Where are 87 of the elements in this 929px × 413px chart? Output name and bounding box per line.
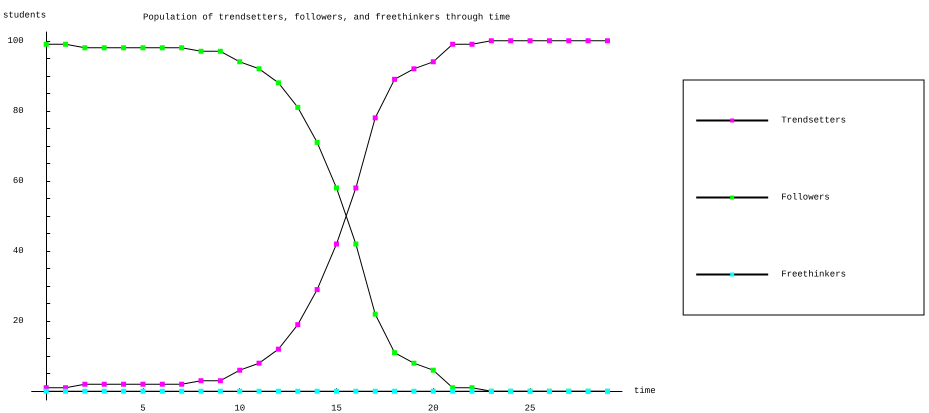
point	[160, 45, 165, 50]
point	[392, 388, 398, 394]
point	[353, 242, 358, 247]
point	[450, 42, 456, 47]
point	[256, 66, 262, 72]
text: Followers	[781, 192, 830, 202]
point	[218, 378, 223, 384]
x-tick-label: 10	[234, 404, 246, 413]
y-tick-label: 40	[12, 246, 24, 256]
x-tick-label: 20	[428, 404, 439, 413]
point	[314, 140, 320, 145]
point	[469, 388, 474, 394]
point	[353, 388, 358, 394]
point	[218, 48, 223, 54]
point	[218, 388, 223, 394]
point	[314, 388, 320, 394]
point	[102, 45, 107, 50]
point	[179, 45, 184, 50]
point	[179, 382, 184, 387]
point	[63, 388, 68, 394]
point	[276, 80, 281, 86]
point	[392, 350, 398, 356]
point	[528, 38, 533, 44]
point	[295, 388, 300, 394]
point	[450, 388, 456, 394]
point	[121, 382, 126, 387]
point	[372, 388, 378, 394]
point	[392, 76, 398, 82]
point	[44, 388, 49, 394]
point	[276, 388, 281, 394]
point	[353, 185, 358, 190]
point	[140, 388, 146, 394]
point	[334, 388, 340, 394]
point	[198, 388, 204, 394]
point	[160, 382, 165, 387]
point	[430, 59, 436, 64]
point	[372, 115, 378, 120]
point	[586, 38, 591, 44]
point	[508, 38, 514, 44]
y-axis-title: students	[2, 10, 46, 20]
y-tick-label: 80	[12, 106, 24, 116]
point	[160, 388, 165, 394]
y-tick-label: 20	[12, 316, 24, 326]
point	[102, 382, 107, 387]
point	[334, 242, 340, 247]
point	[295, 104, 300, 110]
point	[256, 360, 262, 366]
point	[334, 185, 340, 190]
x-tick-label: 15	[331, 404, 342, 413]
point	[121, 388, 126, 394]
x-axis-title: time	[634, 386, 656, 396]
point	[411, 360, 416, 366]
point	[82, 45, 88, 50]
x-tick-label: 5	[140, 404, 146, 413]
text: Freethinkers	[781, 270, 846, 280]
point	[237, 388, 242, 394]
text: Trendsetters	[781, 116, 846, 126]
point	[430, 388, 436, 394]
point	[411, 66, 416, 72]
point	[566, 38, 572, 44]
point	[82, 388, 88, 394]
point	[198, 48, 204, 54]
point	[295, 322, 300, 328]
point	[469, 42, 474, 47]
point	[82, 382, 88, 387]
chart-title: Population of trendsetters, followers, and freethinkers through time	[143, 12, 510, 22]
y-tick-label: 100	[7, 36, 24, 46]
point	[140, 382, 146, 387]
point	[198, 378, 204, 384]
point	[314, 287, 320, 292]
point	[256, 388, 262, 394]
point	[546, 38, 552, 44]
y-tick-label: 60	[12, 176, 24, 186]
point	[430, 368, 436, 373]
point	[372, 312, 378, 317]
point	[411, 388, 416, 394]
point	[63, 42, 68, 47]
point	[102, 388, 107, 394]
point	[121, 45, 126, 50]
point	[237, 368, 242, 373]
x-tick-label: 25	[524, 404, 536, 413]
point	[179, 388, 184, 394]
point	[237, 59, 242, 64]
point	[140, 45, 146, 50]
point	[488, 38, 494, 44]
point	[276, 346, 281, 352]
point	[604, 38, 610, 44]
